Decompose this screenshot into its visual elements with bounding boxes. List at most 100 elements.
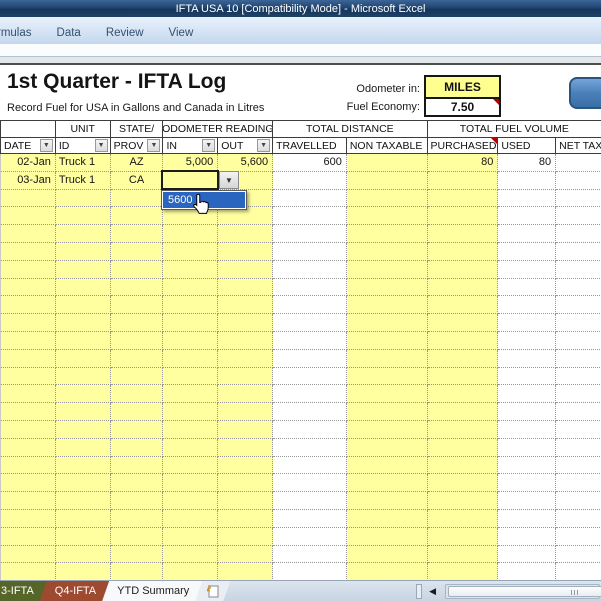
- cell[interactable]: [427, 207, 499, 226]
- cell[interactable]: [163, 207, 219, 226]
- cell[interactable]: [1, 563, 56, 580]
- cell[interactable]: [498, 331, 557, 350]
- cell[interactable]: [163, 260, 219, 279]
- cell[interactable]: [55, 492, 111, 510]
- cell[interactable]: 5,600: [218, 154, 274, 172]
- cell[interactable]: [498, 438, 557, 457]
- cell[interactable]: [218, 456, 274, 475]
- cell[interactable]: [273, 296, 347, 315]
- cell[interactable]: [556, 528, 601, 546]
- cell[interactable]: 80: [498, 154, 557, 172]
- cell[interactable]: [55, 403, 111, 421]
- cell[interactable]: 600: [273, 154, 347, 172]
- cell[interactable]: [556, 385, 601, 404]
- cell[interactable]: [110, 349, 164, 368]
- filter-dropdown-icon[interactable]: ▼: [147, 139, 161, 152]
- cell[interactable]: [273, 456, 347, 475]
- cell[interactable]: [1, 474, 56, 493]
- cell[interactable]: [1, 509, 56, 528]
- scroll-left-icon[interactable]: ◀: [429, 585, 436, 596]
- cell[interactable]: [273, 545, 347, 564]
- cell[interactable]: [1, 367, 56, 386]
- cell-dropdown-button[interactable]: ▼: [219, 171, 239, 189]
- cell[interactable]: [1, 420, 56, 439]
- cell[interactable]: [218, 278, 274, 297]
- cell[interactable]: [110, 260, 164, 279]
- cell[interactable]: [273, 278, 347, 297]
- cell[interactable]: [346, 563, 428, 580]
- cell[interactable]: [218, 207, 274, 226]
- cell[interactable]: [273, 189, 347, 208]
- cell[interactable]: [163, 420, 219, 439]
- cell[interactable]: [427, 225, 499, 243]
- cell[interactable]: [55, 527, 111, 546]
- cell[interactable]: [427, 189, 499, 208]
- cell[interactable]: [110, 420, 164, 439]
- cell[interactable]: [1, 260, 56, 279]
- fuel-economy-cell[interactable]: 7.50: [426, 99, 499, 115]
- cell[interactable]: 03-Jan: [1, 171, 56, 190]
- cell[interactable]: [110, 474, 164, 493]
- ribbon-tab-rmulas[interactable]: rmulas: [0, 27, 32, 39]
- cell[interactable]: CA: [110, 171, 164, 190]
- cell[interactable]: [218, 492, 274, 510]
- cell[interactable]: Truck 1: [55, 154, 111, 172]
- cell[interactable]: [498, 474, 557, 493]
- cell[interactable]: [346, 545, 428, 564]
- cell[interactable]: [556, 368, 601, 386]
- cell[interactable]: [163, 385, 219, 404]
- cell[interactable]: [55, 367, 111, 386]
- cell[interactable]: [556, 457, 601, 475]
- cell[interactable]: [273, 260, 347, 279]
- cell[interactable]: [273, 367, 347, 386]
- cell[interactable]: [1, 492, 56, 510]
- ribbon-tab-data[interactable]: Data: [56, 27, 81, 39]
- filter-dropdown-icon[interactable]: ▼: [257, 139, 271, 152]
- cell[interactable]: [556, 243, 601, 261]
- cell[interactable]: [273, 563, 347, 580]
- cell[interactable]: [163, 509, 219, 528]
- cell[interactable]: [427, 385, 499, 404]
- cell[interactable]: [556, 207, 601, 226]
- cell[interactable]: [498, 456, 557, 475]
- cell[interactable]: [498, 492, 557, 510]
- cell[interactable]: [1, 331, 56, 350]
- cell[interactable]: [218, 331, 274, 350]
- cell[interactable]: [110, 314, 164, 332]
- cell[interactable]: [346, 171, 428, 190]
- cell[interactable]: [55, 509, 111, 528]
- cell[interactable]: [218, 349, 274, 368]
- cell[interactable]: [427, 456, 499, 475]
- cell[interactable]: [163, 492, 219, 510]
- insert-worksheet-tab[interactable]: [195, 581, 230, 601]
- cell[interactable]: [1, 278, 56, 297]
- cell[interactable]: [1, 225, 56, 243]
- cell[interactable]: [427, 331, 499, 350]
- cell[interactable]: [1, 438, 56, 457]
- cell[interactable]: [110, 509, 164, 528]
- cell[interactable]: [273, 509, 347, 528]
- cell[interactable]: [273, 314, 347, 332]
- cell[interactable]: [163, 456, 219, 475]
- cell[interactable]: [163, 296, 219, 315]
- cell[interactable]: [346, 278, 428, 297]
- cell[interactable]: [498, 563, 557, 580]
- cell[interactable]: [55, 225, 111, 243]
- cell[interactable]: [273, 420, 347, 439]
- cell[interactable]: [427, 296, 499, 315]
- cell[interactable]: [55, 296, 111, 315]
- cell[interactable]: [218, 242, 274, 261]
- cell[interactable]: [346, 474, 428, 493]
- cell[interactable]: [218, 420, 274, 439]
- cell[interactable]: [498, 509, 557, 528]
- cell[interactable]: [163, 242, 219, 261]
- cell[interactable]: [498, 207, 557, 226]
- cell[interactable]: [427, 349, 499, 368]
- cell[interactable]: [556, 510, 601, 528]
- cell[interactable]: [427, 509, 499, 528]
- cell[interactable]: [218, 438, 274, 457]
- cell[interactable]: [1, 456, 56, 475]
- cell[interactable]: [1, 242, 56, 261]
- cell[interactable]: [163, 474, 219, 493]
- cell[interactable]: [55, 278, 111, 297]
